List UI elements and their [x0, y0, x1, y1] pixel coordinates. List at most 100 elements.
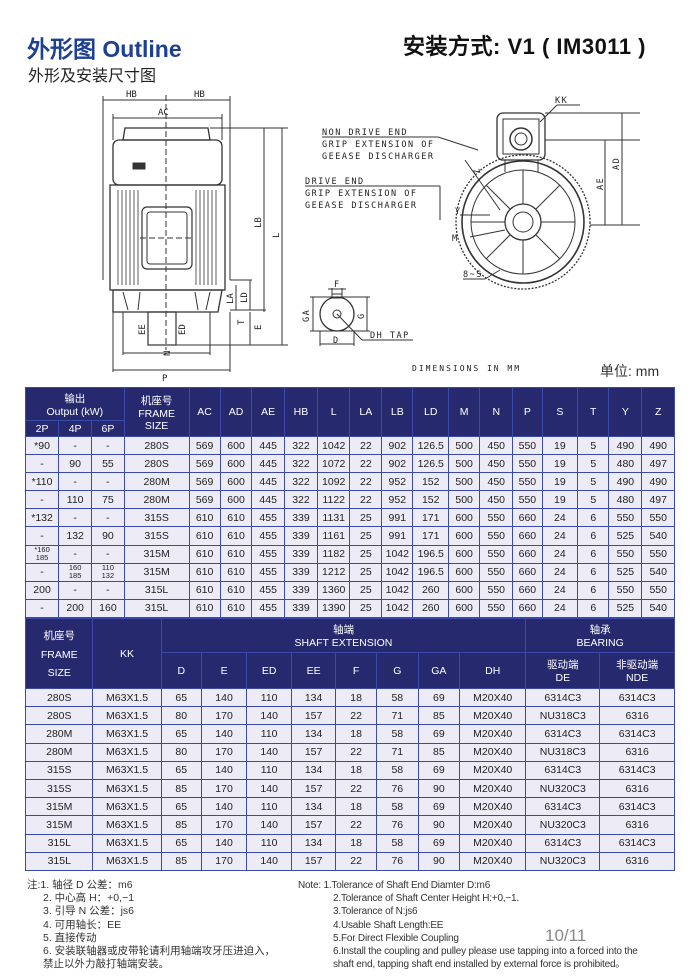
table-cell: 455	[251, 562, 285, 582]
note-cn-2: 2. 中心高 H：+0,−1	[43, 892, 135, 905]
dim-header: M	[448, 387, 481, 437]
table-cell: 69	[417, 760, 461, 780]
table-cell: -	[58, 472, 93, 492]
table-cell: 69	[417, 687, 461, 708]
table-cell: 1122	[316, 490, 351, 510]
table-cell: 569	[188, 490, 221, 510]
table-cell: 6	[577, 508, 610, 528]
table-cell: 140	[246, 815, 293, 835]
table-cell: 500	[448, 435, 481, 456]
table-cell: 22	[349, 472, 383, 492]
table-cell: 610	[188, 580, 221, 600]
table-cell: 6314C3	[525, 833, 601, 853]
table-cell: -	[24, 454, 60, 474]
table-row: -200 160 315L 610 610 455 339 1390 25 1042 260 600 5…	[24, 598, 675, 618]
table-cell: -	[24, 562, 60, 582]
table-cell: 90	[417, 778, 461, 799]
label-e: E	[254, 325, 264, 330]
table-cell: 500	[448, 490, 481, 510]
note-cn-4: 4. 可用轴长：EE	[43, 918, 122, 931]
table-cell: 600	[219, 454, 253, 474]
table-cell: -	[58, 435, 93, 456]
table-cell: 22	[349, 454, 383, 474]
table-cell: 550	[608, 508, 643, 528]
table-cell: 85	[160, 815, 202, 835]
table-cell: 171	[412, 526, 450, 546]
table-cell: 610	[188, 598, 221, 618]
table-cell: 6314C3	[525, 797, 601, 817]
table-cell: 1360	[316, 580, 351, 600]
table-row: 280S M63X1.5 80 170 140 157 22 71 85 M20X40 NU318C…	[24, 706, 675, 726]
notes-chinese: 注:1. 轴径 D 公差：m6 2. 中心高 H：+0,−1 3. 引导 N 公…	[27, 879, 275, 971]
table-row: 315S M63X1.5 65 140 110 134 18 58 69 M20X40 6314C3…	[24, 760, 675, 780]
table-cell: 445	[251, 454, 285, 474]
table-cell: 140	[246, 778, 293, 799]
dim-header: T	[577, 387, 610, 437]
table-cell: 134	[291, 724, 337, 744]
dim-header: S	[541, 387, 579, 437]
table-cell: M63X1.5	[92, 760, 162, 780]
shaft-col-header: G	[376, 652, 419, 689]
table-cell: 58	[376, 724, 419, 744]
dim-header: L	[316, 387, 351, 437]
table-cell: 24	[541, 580, 579, 600]
note-cn-5: 5. 直接传动	[43, 931, 97, 944]
table-cell: 76	[376, 778, 419, 799]
table-cell: 85	[417, 706, 461, 726]
table-cell: 22	[349, 435, 383, 456]
label-hb-right: HB	[194, 90, 205, 100]
table-cell: 315L	[24, 833, 94, 853]
table-cell: 315S	[123, 508, 190, 528]
table-cell: 71	[376, 742, 419, 762]
frame-header: 机座号 FRAME SIZE	[24, 618, 94, 689]
table-cell: 1131	[316, 508, 351, 528]
nde-note-line1: NON DRIVE END	[322, 128, 408, 138]
pole-header: 4P	[58, 420, 93, 437]
label-z: Z	[470, 168, 482, 178]
output-header: 输出 Output (kW)	[25, 387, 125, 421]
table-cell: 65	[160, 760, 202, 780]
shaft-bearing-table: 机座号 FRAME SIZE KK 轴端 SHAFT EXTENSION 轴承 BEAR…	[24, 618, 675, 871]
table-cell: 152	[412, 472, 450, 492]
table-cell: 525	[608, 526, 643, 546]
label-ld: LD	[240, 292, 250, 303]
bearing-header: 轴承 BEARING	[525, 618, 675, 653]
table-cell: 455	[251, 580, 285, 600]
table-cell: 196.5	[412, 544, 450, 564]
table-cell: 1390	[316, 598, 351, 618]
frame-header: 机座号 FRAME SIZE	[123, 387, 190, 437]
table-cell: M63X1.5	[92, 833, 162, 853]
note-cn-6-cont: 禁止以外力敲打轴端安装。	[43, 958, 169, 971]
table-cell: 315L	[24, 851, 94, 871]
table-cell: -	[24, 526, 60, 546]
table-cell: 24	[541, 508, 579, 528]
table-cell: 550	[479, 544, 514, 564]
table-cell: 660	[512, 526, 543, 546]
table-cell: 280S	[123, 454, 190, 474]
table-cell: 490	[641, 472, 675, 492]
table-cell: 110	[246, 833, 293, 853]
table-cell: 22	[335, 815, 378, 835]
table-cell: M20X40	[459, 724, 527, 744]
table-cell: 170	[200, 778, 248, 799]
table-cell: 25	[349, 508, 383, 528]
table-cell: 58	[376, 687, 419, 708]
table-cell: 445	[251, 490, 285, 510]
table-cell: 550	[608, 544, 643, 564]
table-cell: 450	[479, 490, 514, 510]
table-cell: 134	[291, 760, 337, 780]
side-view	[102, 95, 288, 372]
unit-label: 单位: mm	[600, 363, 660, 379]
table-cell: 902	[381, 454, 414, 474]
table-cell: M20X40	[459, 797, 527, 817]
table-cell: 315M	[123, 562, 190, 582]
table-cell: 24	[541, 598, 579, 618]
table-cell: 550	[512, 435, 543, 456]
table-cell: 315M	[24, 815, 94, 835]
dim-header: N	[479, 387, 514, 437]
table-cell: 500	[448, 472, 481, 492]
table-cell: 196.5	[412, 562, 450, 582]
table-row: *160 185- -315M 610 610 455 339 1182 25 1042 196.…	[24, 544, 675, 564]
label-kk: KK	[555, 96, 568, 106]
table-row: -132 90 315S 610 610 455 339 1161 25 991 171 600 550…	[24, 526, 675, 546]
